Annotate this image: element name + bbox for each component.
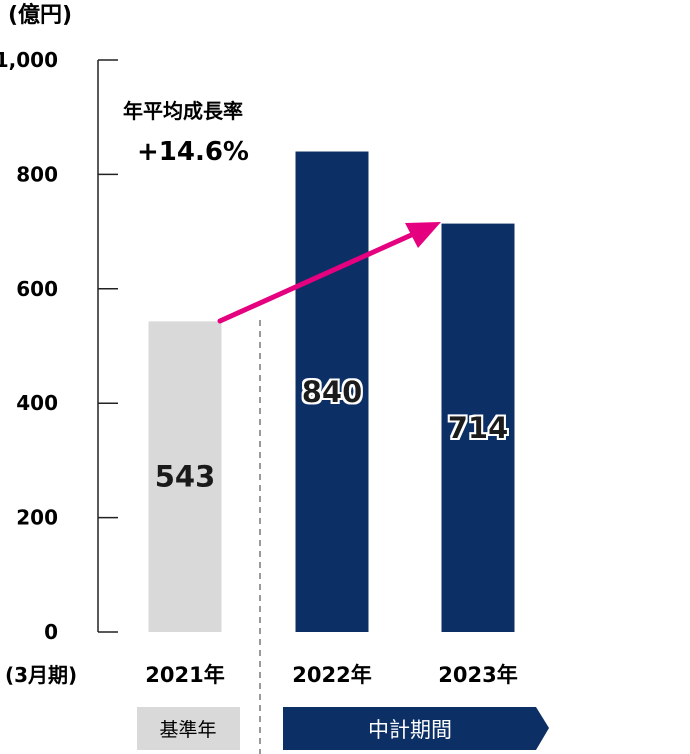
y-tick-label: 1,000 [0, 48, 58, 72]
y-tick-label: 600 [16, 277, 58, 301]
bar-value-label: 714 [448, 411, 509, 445]
y-tick-label: 0 [44, 620, 58, 644]
y-unit-label: (億円) [8, 2, 72, 28]
plan-period-box: 中計期間 [283, 707, 549, 750]
y-axis-ticks: 1,000 800 600 400 200 0 [0, 48, 118, 644]
x-category-label: 2022年 [292, 663, 371, 687]
bar-2022 [295, 151, 369, 632]
bar-value-label: 543 [155, 460, 216, 494]
period-label: (3月期) [5, 663, 77, 687]
base-year-box: 基準年 [137, 707, 240, 750]
bar-value-label: 840 [302, 375, 363, 409]
cagr-title: 年平均成長率 [123, 99, 243, 123]
bar-2023 [441, 223, 515, 633]
cagr-value: +14.6% [137, 137, 249, 167]
x-axis-labels: 2021年 2022年 2023年 [145, 663, 517, 687]
bars-group: 543 840 714 [148, 151, 515, 633]
x-category-label: 2023年 [438, 663, 517, 687]
y-tick-label: 200 [16, 506, 58, 530]
x-category-label: 2021年 [145, 663, 224, 687]
bar-2021 [148, 321, 222, 632]
y-tick-label: 800 [16, 162, 58, 186]
growth-arrow [217, 222, 441, 324]
y-tick-label: 400 [16, 391, 58, 415]
base-year-label: 基準年 [159, 719, 216, 741]
plan-period-label: 中計期間 [368, 718, 452, 742]
